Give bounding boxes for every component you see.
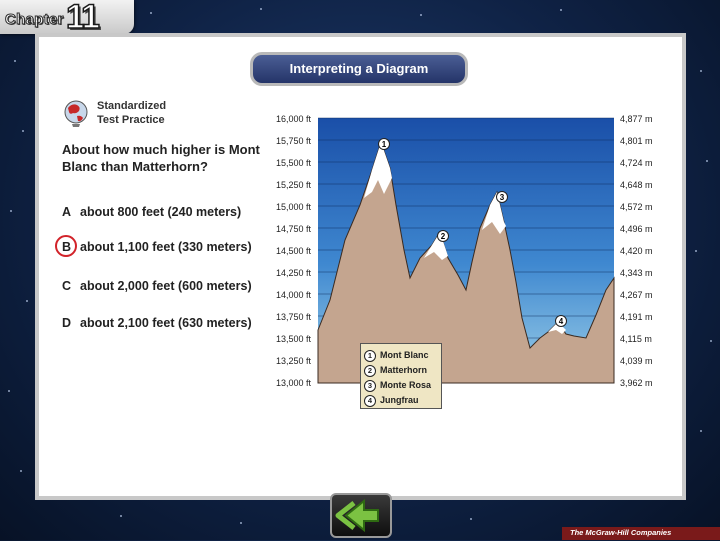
left-axis-label: 14,250 ft <box>276 268 312 278</box>
answer-letter: D <box>62 316 72 330</box>
snowcap-monte-rosa <box>482 192 506 234</box>
right-axis-label: 4,648 m <box>620 180 653 190</box>
legend-item: 2 Matterhorn <box>364 363 441 378</box>
practice-line1: Standardized <box>97 100 167 112</box>
legend-number: 4 <box>364 394 376 407</box>
selected-answer-circle <box>55 235 77 257</box>
left-axis-label: 14,750 ft <box>276 224 312 234</box>
peak-number-4: 4 <box>559 317 564 326</box>
peak-markers: 1 2 3 4 <box>378 138 567 327</box>
answer-letter: C <box>62 279 72 293</box>
answer-letter: A <box>62 205 72 219</box>
peak-number-3: 3 <box>500 193 505 202</box>
left-axis-label: 15,000 ft <box>276 202 312 212</box>
practice-line2: Test Practice <box>97 114 165 126</box>
chapter-word: Chapter <box>5 11 64 29</box>
right-axis-label: 4,801 m <box>620 136 653 146</box>
back-button[interactable] <box>330 493 392 538</box>
legend-name: Monte Rosa <box>380 380 432 390</box>
left-axis-label: 14,500 ft <box>276 246 312 256</box>
answer-text: about 800 feet (240 meters) <box>80 205 242 219</box>
chapter-number: 11 <box>65 0 100 37</box>
right-axis-label: 4,267 m <box>620 290 653 300</box>
question-text: About how much higher is Mont Blanc than… <box>62 142 260 174</box>
left-axis-label: 14,000 ft <box>276 290 312 300</box>
peak-marker-1 <box>378 138 390 150</box>
right-axis-label: 4,572 m <box>620 202 653 212</box>
footer-bar <box>562 527 720 540</box>
left-axis-label: 15,250 ft <box>276 180 312 190</box>
right-axis-label: 4,343 m <box>620 268 653 278</box>
globe-icon <box>64 100 88 127</box>
right-axis-label: 4,115 m <box>620 334 652 344</box>
back-arrow-icon <box>335 498 379 533</box>
peak-number-1: 1 <box>382 140 387 149</box>
legend-name: Matterhorn <box>380 365 427 375</box>
peak-number-2: 2 <box>441 232 446 241</box>
legend-number: 2 <box>364 364 376 377</box>
peak-marker-4 <box>555 315 567 327</box>
left-axis-label: 13,500 ft <box>276 334 312 344</box>
snowcap-mont-blanc <box>364 142 392 198</box>
answer-text: about 2,000 feet (600 meters) <box>80 279 252 293</box>
publisher-logo: The McGraw-Hill Companies <box>570 528 672 537</box>
left-axis-label: 13,750 ft <box>276 312 312 322</box>
right-axis-label: 4,724 m <box>620 158 653 168</box>
chapter-tab: Chapter 11 <box>0 0 134 37</box>
left-axis-label: 15,500 ft <box>276 158 312 168</box>
answer-text: about 1,100 feet (330 meters) <box>80 240 252 254</box>
left-axis-label: 15,750 ft <box>276 136 312 146</box>
legend-number: 3 <box>364 379 376 392</box>
legend-name: Jungfrau <box>380 395 419 405</box>
right-axis-label: 4,191 m <box>620 312 653 322</box>
right-axis-label: 3,962 m <box>620 378 653 388</box>
left-axis-label: 13,250 ft <box>276 356 312 366</box>
legend-item: 1 Mont Blanc <box>364 348 441 363</box>
legend-item: 4 Jungfrau <box>364 393 441 408</box>
slide-title: Interpreting a Diagram <box>250 52 468 86</box>
answer-text: about 2,100 feet (630 meters) <box>80 316 252 330</box>
peak-marker-3 <box>496 191 508 203</box>
left-axis-label: 16,000 ft <box>276 114 312 124</box>
snowcap-jungfrau <box>548 322 566 334</box>
right-axis-label: 4,039 m <box>620 356 653 366</box>
right-axis-label: 4,496 m <box>620 224 653 234</box>
legend-number: 1 <box>364 349 376 362</box>
right-axis-label: 4,420 m <box>620 246 653 256</box>
left-axis-label: 13,000 ft <box>276 378 312 388</box>
right-axis-label: 4,877 m <box>620 114 653 124</box>
legend-item: 3 Monte Rosa <box>364 378 441 393</box>
diagram-legend: 1 Mont Blanc 2 Matterhorn 3 Monte Rosa 4 Jun… <box>360 343 442 409</box>
peak-marker-2 <box>437 230 449 242</box>
legend-name: Mont Blanc <box>380 350 429 360</box>
answer-letter: B <box>62 240 72 254</box>
